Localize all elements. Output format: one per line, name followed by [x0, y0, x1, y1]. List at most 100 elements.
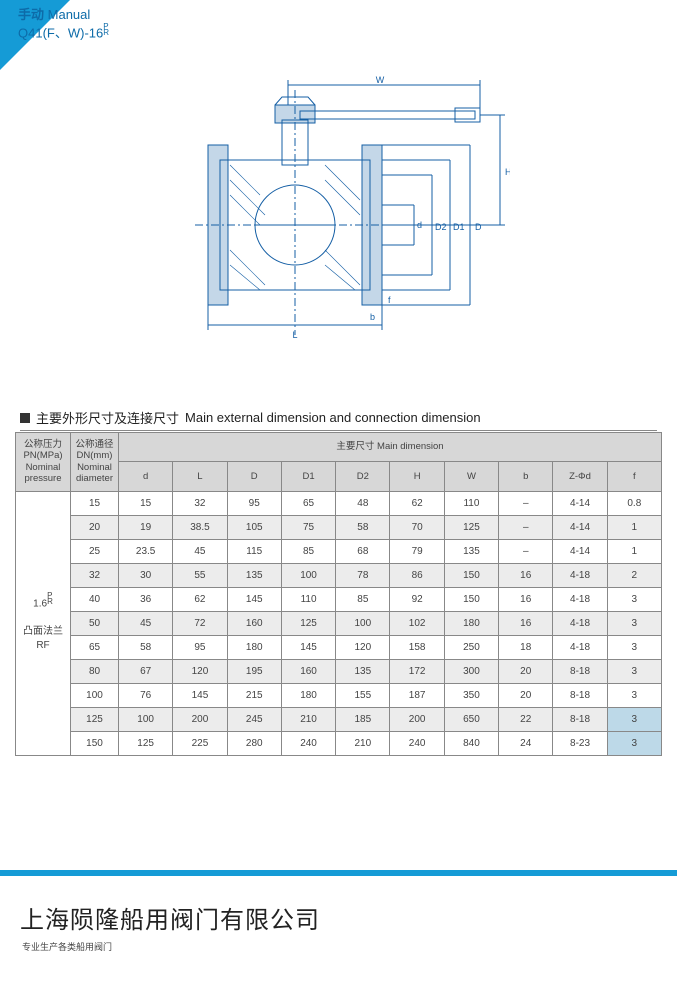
cell-d: 58: [119, 635, 173, 659]
svg-text:f: f: [388, 295, 391, 305]
company-name: 上海陨隆船用阀门有限公司: [20, 900, 320, 935]
cell-H: 92: [390, 587, 444, 611]
cell-d: 76: [119, 683, 173, 707]
table-row: 150125225280240210240840248-233: [16, 731, 662, 755]
cell-dn: 40: [71, 587, 119, 611]
cell-W: 150: [444, 587, 498, 611]
cell-b: 16: [499, 563, 553, 587]
table-body: 1.6PR凸面法兰RF15153295654862110–4-140.82019…: [16, 491, 662, 755]
table-row: 655895180145120158250184-183: [16, 635, 662, 659]
cell-D2: 48: [336, 491, 390, 515]
cell-H: 172: [390, 659, 444, 683]
cell-d: 125: [119, 731, 173, 755]
svg-text:D: D: [475, 222, 482, 232]
cell-D1: 240: [281, 731, 335, 755]
cell-D: 115: [227, 539, 281, 563]
cell-Z: 4-18: [553, 587, 607, 611]
cell-D: 215: [227, 683, 281, 707]
cell-dn: 150: [71, 731, 119, 755]
cell-D2: 58: [336, 515, 390, 539]
cell-L: 45: [173, 539, 227, 563]
cell-dn: 15: [71, 491, 119, 515]
cell-W: 840: [444, 731, 498, 755]
cell-f: 3: [607, 659, 661, 683]
header-block: 手动 Manual Q41(F、W)-16PR: [18, 6, 109, 41]
cell-f: 3: [607, 611, 661, 635]
cell-L: 38.5: [173, 515, 227, 539]
table-row: 2523.545115856879135–4-141: [16, 539, 662, 563]
cell-D1: 85: [281, 539, 335, 563]
cell-D1: 145: [281, 635, 335, 659]
cell-L: 62: [173, 587, 227, 611]
cell-dn: 125: [71, 707, 119, 731]
cell-Z: 8-18: [553, 683, 607, 707]
cell-D1: 100: [281, 563, 335, 587]
col-dn: 公称通径 DN(mm) Nominal diameter: [71, 433, 119, 492]
cell-dn: 20: [71, 515, 119, 539]
table-row: 201938.5105755870125–4-141: [16, 515, 662, 539]
cell-W: 300: [444, 659, 498, 683]
cell-W: 150: [444, 563, 498, 587]
cell-d: 15: [119, 491, 173, 515]
header-en: Manual: [48, 7, 91, 22]
cell-dn: 100: [71, 683, 119, 707]
cell-H: 62: [390, 491, 444, 515]
cell-W: 650: [444, 707, 498, 731]
cell-f: 1: [607, 539, 661, 563]
svg-text:b: b: [370, 312, 375, 322]
cell-D2: 68: [336, 539, 390, 563]
cell-f: 3: [607, 683, 661, 707]
section-marker: [20, 413, 30, 423]
svg-text:D2: D2: [435, 222, 447, 232]
cell-D: 245: [227, 707, 281, 731]
cell-D2: 85: [336, 587, 390, 611]
cell-D2: 210: [336, 731, 390, 755]
cell-b: 16: [499, 587, 553, 611]
cell-D1: 75: [281, 515, 335, 539]
cell-f: 3: [607, 635, 661, 659]
cell-W: 110: [444, 491, 498, 515]
svg-text:d: d: [417, 220, 422, 230]
cell-Z: 4-14: [553, 491, 607, 515]
cell-D2: 185: [336, 707, 390, 731]
svg-text:W: W: [376, 75, 385, 85]
cell-Z: 8-18: [553, 707, 607, 731]
cell-L: 200: [173, 707, 227, 731]
pressure-cell: 1.6PR凸面法兰RF: [16, 491, 71, 755]
cell-W: 125: [444, 515, 498, 539]
cell-D2: 135: [336, 659, 390, 683]
cell-f: 0.8: [607, 491, 661, 515]
cell-Z: 4-18: [553, 635, 607, 659]
cell-d: 45: [119, 611, 173, 635]
cell-H: 158: [390, 635, 444, 659]
cell-d: 23.5: [119, 539, 173, 563]
cell-H: 102: [390, 611, 444, 635]
col-pressure: 公称压力 PN(MPa) Nominal pressure: [16, 433, 71, 492]
cell-L: 72: [173, 611, 227, 635]
cell-L: 120: [173, 659, 227, 683]
cell-d: 100: [119, 707, 173, 731]
model-suffix: PR: [103, 24, 109, 37]
cell-H: 187: [390, 683, 444, 707]
cell-D1: 180: [281, 683, 335, 707]
cell-d: 67: [119, 659, 173, 683]
cell-D: 280: [227, 731, 281, 755]
cell-D1: 210: [281, 707, 335, 731]
cell-b: 20: [499, 659, 553, 683]
cell-f: 1: [607, 515, 661, 539]
cell-D: 95: [227, 491, 281, 515]
cell-H: 70: [390, 515, 444, 539]
dimension-table-wrap: 公称压力 PN(MPa) Nominal pressure 公称通径 DN(mm…: [15, 432, 662, 756]
cell-H: 86: [390, 563, 444, 587]
cell-f: 3: [607, 587, 661, 611]
cell-D2: 100: [336, 611, 390, 635]
section-title-en: Main external dimension and connection d…: [185, 410, 481, 425]
cell-L: 32: [173, 491, 227, 515]
cell-H: 240: [390, 731, 444, 755]
cell-dn: 25: [71, 539, 119, 563]
cell-D2: 155: [336, 683, 390, 707]
cell-W: 180: [444, 611, 498, 635]
section-header: 主要外形尺寸及连接尺寸 Main external dimension and …: [20, 408, 657, 431]
cell-D1: 125: [281, 611, 335, 635]
cell-d: 19: [119, 515, 173, 539]
